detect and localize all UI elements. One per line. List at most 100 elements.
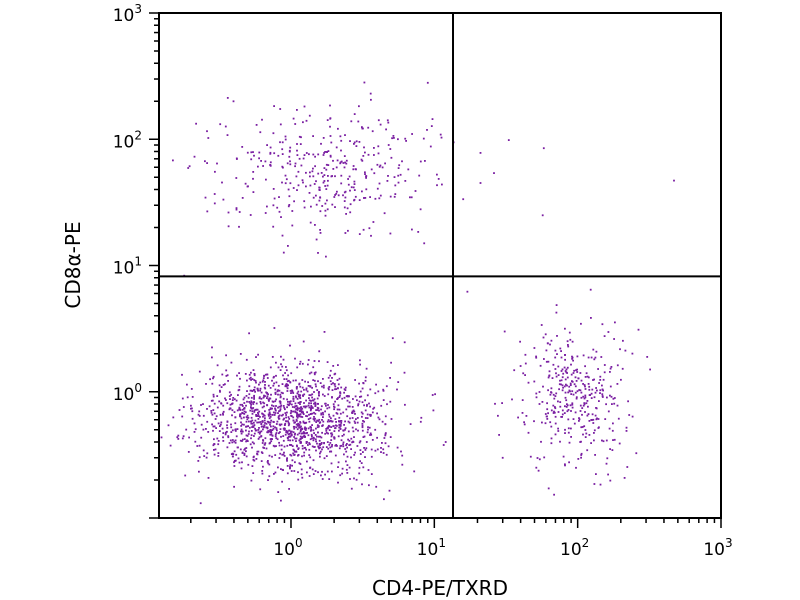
data-point: [584, 411, 586, 413]
data-point: [228, 391, 231, 394]
data-point: [565, 399, 568, 402]
data-point: [217, 440, 220, 442]
data-point: [582, 433, 584, 436]
data-point: [231, 402, 234, 405]
data-point: [552, 404, 555, 407]
data-point: [298, 157, 301, 160]
data-point: [191, 407, 193, 410]
data-point: [567, 409, 570, 411]
data-point: [334, 385, 337, 388]
data-point: [567, 431, 570, 434]
data-point: [280, 391, 283, 394]
data-point: [231, 429, 234, 432]
data-point: [320, 142, 322, 145]
data-point: [312, 366, 315, 369]
data-point: [325, 188, 328, 190]
data-point: [547, 342, 549, 345]
data-point: [350, 437, 353, 440]
data-point: [212, 375, 215, 378]
data-point: [358, 382, 360, 385]
data-point: [601, 323, 604, 326]
data-point: [343, 424, 345, 426]
data-point: [353, 180, 356, 183]
data-point: [296, 398, 299, 400]
x-tick-label: 103: [703, 536, 732, 560]
data-point: [601, 396, 604, 398]
data-point: [379, 123, 382, 126]
data-point: [203, 455, 206, 457]
data-point: [254, 419, 257, 422]
data-point: [193, 422, 196, 425]
data-point: [246, 414, 249, 417]
data-point: [181, 415, 184, 418]
data-point: [339, 428, 342, 430]
data-point: [344, 420, 346, 423]
data-point: [363, 404, 365, 407]
data-point: [288, 488, 290, 490]
data-point: [216, 406, 219, 409]
data-point: [326, 427, 329, 430]
data-point: [296, 433, 299, 436]
data-point: [287, 245, 289, 247]
data-point: [281, 480, 283, 483]
data-point: [274, 412, 277, 414]
data-point: [219, 389, 221, 392]
data-point: [293, 470, 296, 472]
data-point: [250, 430, 253, 432]
data-point: [368, 402, 370, 405]
data-point: [546, 418, 549, 420]
data-point: [375, 485, 378, 488]
data-point: [232, 455, 234, 458]
data-point: [378, 182, 381, 185]
data-point: [440, 136, 443, 139]
data-point: [403, 341, 406, 344]
data-point: [562, 386, 564, 389]
data-point: [365, 441, 368, 443]
data-point: [553, 411, 556, 414]
data-point: [604, 418, 607, 420]
data-point: [601, 393, 604, 396]
data-point: [227, 225, 230, 228]
data-point: [320, 172, 323, 174]
data-point: [301, 386, 304, 389]
data-point: [564, 378, 567, 381]
data-point: [239, 377, 241, 380]
data-point: [357, 429, 359, 432]
data-point: [573, 422, 576, 425]
data-point: [298, 426, 300, 429]
data-point: [292, 397, 295, 400]
data-point: [256, 450, 259, 453]
data-point: [316, 424, 319, 427]
data-point: [281, 453, 284, 456]
data-point: [272, 425, 275, 428]
data-point: [261, 472, 264, 475]
data-point: [304, 380, 306, 383]
data-point: [355, 145, 358, 147]
data-point: [555, 372, 557, 375]
data-point: [601, 439, 603, 442]
data-point: [574, 411, 577, 414]
data-point: [609, 479, 612, 482]
data-point: [273, 197, 276, 200]
data-point: [219, 423, 222, 426]
data-point: [300, 441, 302, 444]
data-point: [333, 373, 336, 376]
data-point: [312, 135, 314, 137]
data-point: [269, 433, 272, 436]
data-point: [244, 447, 246, 450]
data-point: [318, 199, 321, 202]
data-point: [592, 422, 595, 424]
data-point: [284, 174, 287, 177]
data-point: [296, 149, 298, 152]
data-point: [267, 462, 270, 465]
data-point-outlier: [369, 92, 372, 95]
data-point: [315, 449, 317, 452]
data-point: [330, 175, 333, 178]
data-point: [327, 164, 330, 166]
data-point: [287, 420, 289, 423]
data-point: [587, 376, 590, 379]
data-point: [296, 154, 299, 156]
data-point: [635, 452, 638, 455]
data-point: [289, 146, 292, 149]
data-point: [270, 393, 272, 396]
